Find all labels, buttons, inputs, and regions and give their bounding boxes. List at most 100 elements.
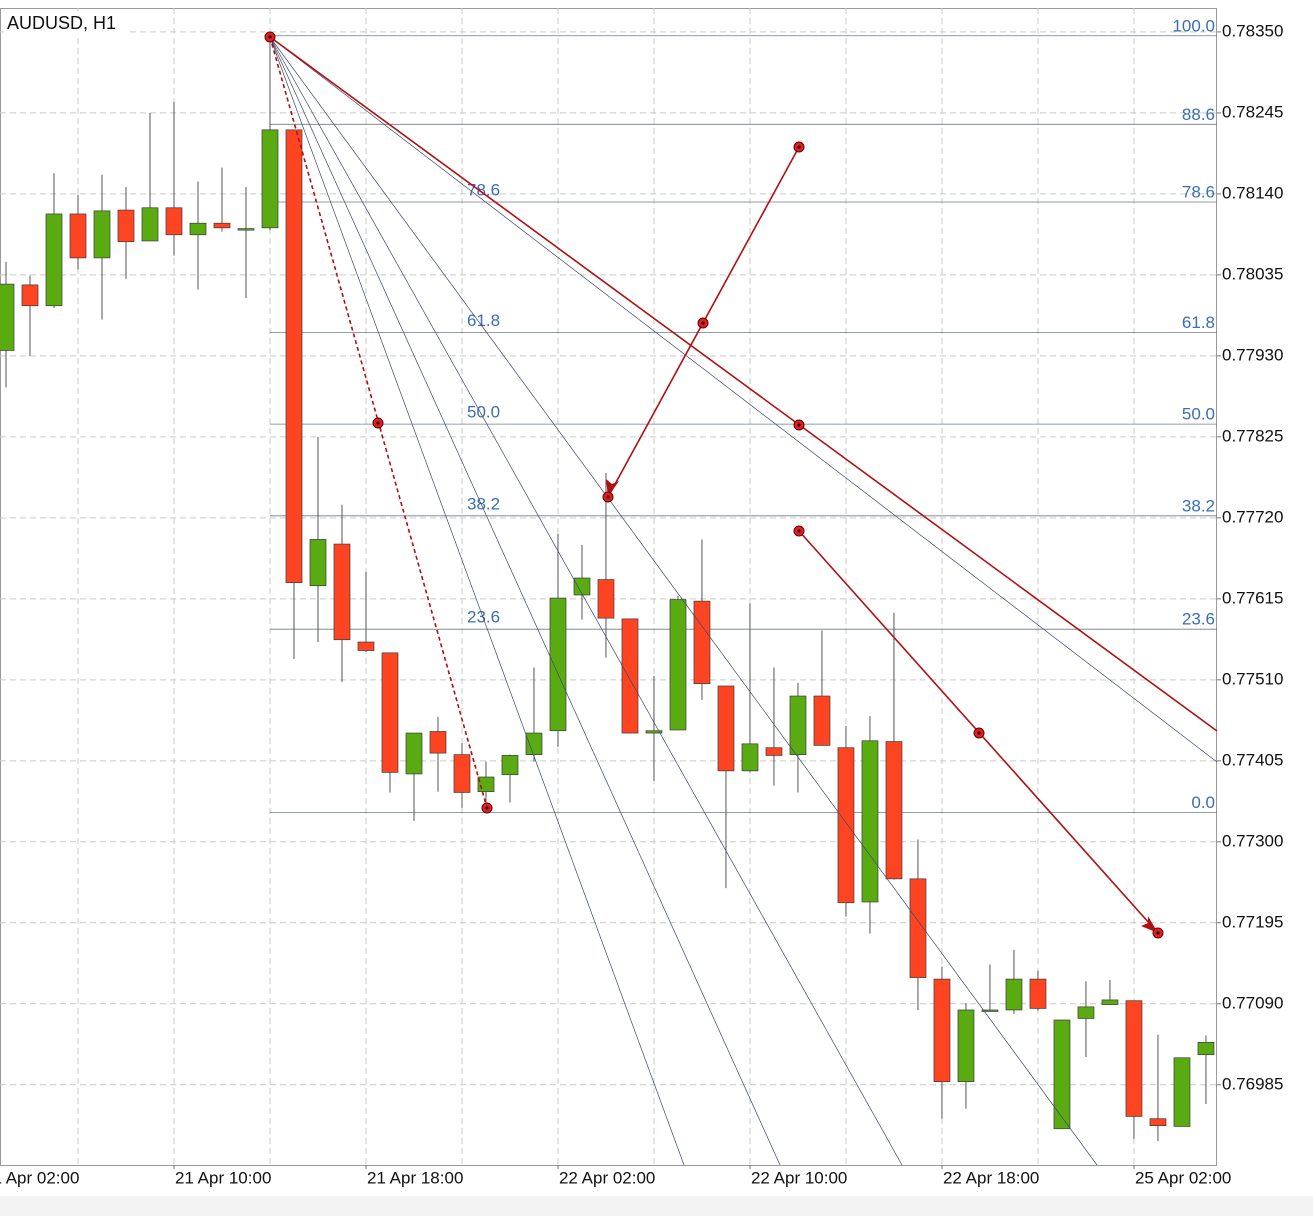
fib-label: 23.6 [467,608,500,627]
fan-line [269,36,781,1166]
candle-body [621,618,639,734]
candle-body [453,754,471,793]
x-tick-label: 25 Apr 02:00 [1135,1168,1231,1187]
candle-body [909,878,927,978]
fib-label: 78.6 [467,180,500,199]
y-tick-label: 0.77720 [1222,507,1283,526]
candle-body [693,600,711,685]
candle-body [861,740,879,903]
candle-body [0,283,15,351]
y-tick-label: 0.78035 [1222,264,1283,283]
anchor-center [1156,931,1160,935]
candle-body [21,284,39,307]
candle-body [717,685,735,772]
candle-body [477,776,495,793]
candle-body [93,210,111,259]
candle-body [1005,978,1023,1011]
y-tick-label: 0.77405 [1222,750,1283,769]
candle-body [501,755,519,776]
candle-body [189,222,207,236]
anchor-center [977,731,981,735]
candles [0,36,1215,1142]
candle-body [285,129,303,583]
anchor-center [606,495,610,499]
y-tick-label: 0.77930 [1222,345,1283,364]
candle-body [261,129,279,229]
candle-body [525,732,543,756]
y-tick-label: 0.77195 [1222,912,1283,931]
candle-body [933,978,951,1083]
fan-line [269,36,685,1166]
candle-body [1053,1019,1071,1130]
candle-body [645,730,663,734]
candle-body [429,731,447,754]
fib-label: 0.0 [1191,793,1215,812]
anchor-center [268,35,272,39]
anchor-center [797,145,801,149]
arrow-head [1141,916,1158,933]
candle-body [45,213,63,307]
candle-body [309,539,327,587]
candle-body [789,695,807,756]
fan-line [269,36,1218,763]
fib-label: 88.6 [1182,105,1215,124]
candle-body [957,1009,975,1083]
candle-body [1101,999,1119,1005]
y-tick-label: 0.77300 [1222,831,1283,850]
drawings [264,31,1218,1166]
candle-body [669,599,687,731]
candle-body [381,652,399,773]
fib-label: 78.6 [1182,182,1215,201]
candle-body [333,543,351,641]
candle-body [165,207,183,236]
anchor-center [797,529,801,533]
axes: 0.78350 0.78245 0.78140 0.78035 0.77930 0.778… [0,21,1283,1187]
fib-label: 100.0 [1172,16,1215,35]
fib-label: 61.8 [467,311,500,330]
fib-label: 50.0 [1182,405,1215,424]
fib-label: 38.2 [1182,496,1215,515]
x-tick-label: 21 Apr 02:00 [0,1168,79,1187]
candle-body [141,207,159,242]
candle-body [1149,1118,1167,1127]
fib-label: 23.6 [1182,610,1215,629]
candle-body [741,743,759,772]
candle-body [813,695,831,746]
y-tick-label: 0.77090 [1222,993,1283,1012]
candle-body [1197,1042,1215,1056]
candle-body [597,579,615,619]
fan-line [269,36,903,1166]
candle-body [573,577,591,596]
y-tick-label: 0.78245 [1222,102,1283,121]
chart-title: AUDUSD, H1 [7,13,116,33]
candle-body [1029,978,1047,1009]
fib-label: 38.2 [467,494,500,513]
x-tick-label: 21 Apr 18:00 [367,1168,463,1187]
candle-body [117,209,135,243]
candle-body [885,741,903,880]
y-tick-label: 0.76985 [1222,1074,1283,1093]
fib-label: 50.0 [467,403,500,422]
candle-body [837,747,855,904]
y-tick-label: 0.77510 [1222,669,1283,688]
candle-body [213,222,231,229]
candle-body [357,641,375,651]
candle-body [1077,1006,1095,1019]
candle-body [549,597,567,732]
candle-body [405,732,423,775]
title-bg [4,11,128,35]
candle-body [765,747,783,756]
plot-frame [0,8,1217,1166]
anchor-center [376,421,380,425]
y-tick-label: 0.77615 [1222,588,1283,607]
candle-body [69,213,87,259]
anchor-center [485,806,489,810]
status-strip [0,1196,1313,1216]
x-tick-label: 22 Apr 18:00 [943,1168,1039,1187]
fib-label: 61.8 [1182,313,1215,332]
candle-body [1125,1000,1143,1117]
trend-line [269,36,1218,732]
x-tick-label: 22 Apr 02:00 [559,1168,655,1187]
